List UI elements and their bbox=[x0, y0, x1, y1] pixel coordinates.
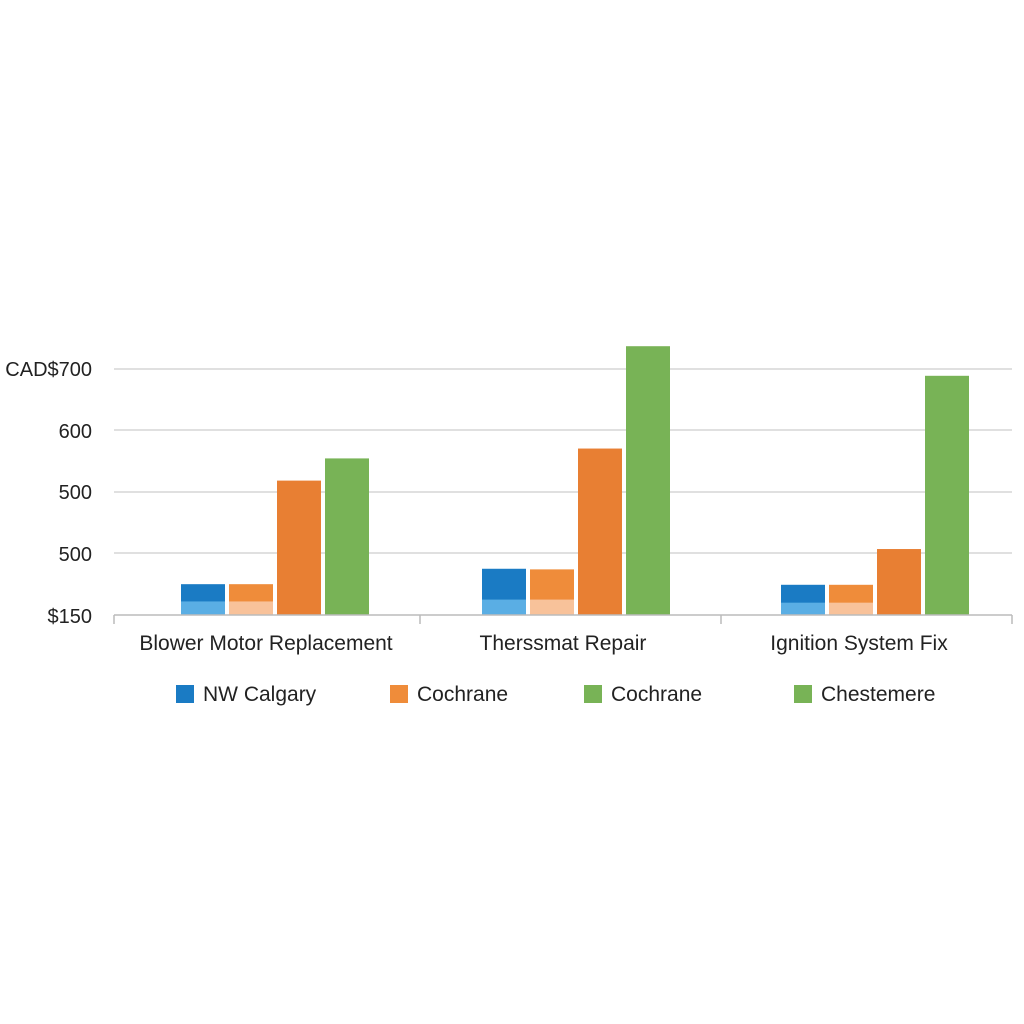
bar-series-2-category-2 bbox=[877, 549, 921, 615]
bar-lower-segment-series-0-category-1 bbox=[482, 599, 526, 615]
y-axis-tick-labels: $150 500 500 600 CAD$700 bbox=[5, 359, 92, 628]
legend-label-3: Chestemere bbox=[821, 683, 935, 706]
legend-swatch-2 bbox=[584, 685, 602, 703]
grid-lines bbox=[114, 368, 1012, 554]
legend-label-2: Cochrane bbox=[611, 683, 702, 706]
x-axis-category-labels: Blower Motor Replacement Therssmat Repai… bbox=[139, 632, 948, 655]
y-tick-label-0: $150 bbox=[48, 606, 93, 628]
legend-swatch-0 bbox=[176, 685, 194, 703]
y-tick-label-2: 500 bbox=[59, 482, 92, 504]
bar-lower-segment-series-1-category-2 bbox=[829, 602, 873, 615]
x-axis bbox=[113, 614, 1013, 624]
bar-series-2-category-1 bbox=[578, 448, 622, 615]
legend-swatch-1 bbox=[390, 685, 408, 703]
legend-swatch-3 bbox=[794, 685, 812, 703]
bar-series-3-category-2 bbox=[925, 375, 969, 615]
y-tick-label-4: CAD$700 bbox=[5, 359, 92, 381]
bar-series-3-category-1 bbox=[626, 346, 670, 615]
y-tick-label-1: 500 bbox=[59, 544, 92, 566]
bar-lower-segment-series-1-category-0 bbox=[229, 601, 273, 615]
legend-label-0: NW Calgary bbox=[203, 683, 317, 706]
category-label-2: Ignition System Fix bbox=[770, 632, 948, 655]
bar-lower-segment-series-1-category-1 bbox=[530, 599, 574, 615]
y-tick-label-3: 600 bbox=[59, 421, 92, 443]
bar-lower-segment-series-0-category-2 bbox=[781, 602, 825, 615]
legend-label-1: Cochrane bbox=[417, 683, 508, 706]
legend: NW Calgary Cochrane Cochrane Chestemere bbox=[176, 683, 935, 706]
bars bbox=[181, 346, 969, 615]
bar-series-2-category-0 bbox=[277, 480, 321, 615]
category-label-1: Therssmat Repair bbox=[480, 632, 647, 655]
category-label-0: Blower Motor Replacement bbox=[139, 632, 392, 655]
bar-series-3-category-0 bbox=[325, 458, 369, 615]
bar-lower-segment-series-0-category-0 bbox=[181, 601, 225, 615]
